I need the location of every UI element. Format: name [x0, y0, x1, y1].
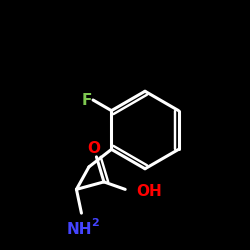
Text: O: O [88, 140, 101, 156]
Text: OH: OH [136, 184, 162, 200]
Text: NH: NH [66, 222, 92, 237]
Text: F: F [82, 92, 92, 108]
Text: 2: 2 [91, 218, 99, 228]
